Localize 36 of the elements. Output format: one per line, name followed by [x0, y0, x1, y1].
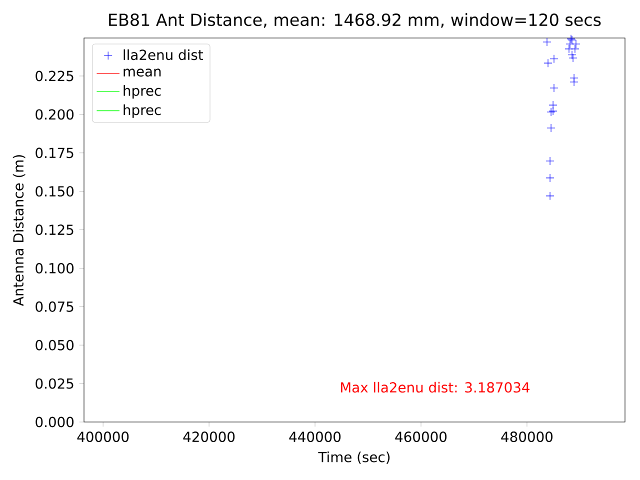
y-tick-label: 0.125	[36, 224, 74, 236]
y-tick-label: 0.000	[36, 416, 74, 428]
point	[546, 124, 556, 132]
point	[568, 54, 578, 62]
x-tick-label: 420000	[183, 432, 235, 442]
y-tick-label: 0.100	[36, 262, 74, 274]
point	[544, 58, 552, 68]
x-tick-label: 480000	[501, 432, 553, 442]
y-tick-label: 0.225	[36, 70, 74, 82]
y-tick-label: 0.150	[36, 186, 74, 197]
point	[546, 156, 554, 166]
y-tick-label: 0.175	[36, 148, 74, 158]
point	[546, 108, 556, 116]
y-tick-label: 0.025	[36, 378, 74, 389]
x-tick-label: 460000	[395, 432, 447, 442]
x-tick-label: 400000	[77, 432, 129, 442]
legend-label: lla2enu dist	[124, 49, 203, 60]
point	[550, 54, 558, 64]
point	[548, 100, 558, 110]
annotation: Max lla2enu dist: 3.187034	[341, 382, 530, 393]
chart-title: EB81 Ant Distance, mean: 1468.92 mm, window=120 secs	[109, 13, 601, 28]
legend-label: hprec	[124, 85, 161, 99]
legend-label: hprec	[124, 104, 161, 118]
point	[570, 78, 578, 86]
y-axis-title: Antenna Distance (m)	[12, 155, 26, 306]
point	[548, 106, 558, 116]
point	[542, 38, 552, 46]
legend-label: mean	[124, 68, 161, 77]
y-tick-label: 0.050	[36, 340, 74, 350]
x-axis-title: Time (sec)	[318, 452, 390, 464]
x-tick-label: 440000	[289, 432, 341, 442]
y-tick-label: 0.075	[36, 301, 74, 312]
point	[546, 174, 554, 182]
point	[550, 84, 558, 92]
y-tick-label: 0.200	[36, 109, 74, 120]
point	[546, 192, 554, 200]
